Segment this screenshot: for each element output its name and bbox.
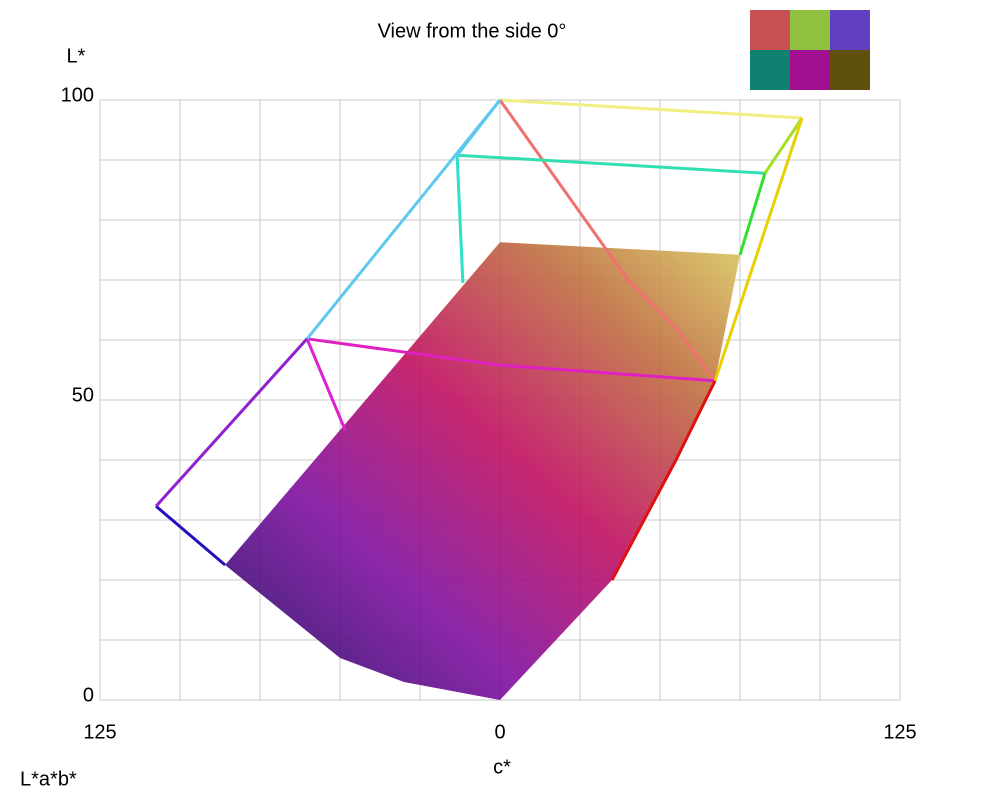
thumbnail (750, 10, 870, 90)
thumb-cell (830, 10, 870, 50)
plot (154, 98, 804, 700)
x-tick-label: 125 (883, 721, 916, 743)
gamut-edge (305, 338, 347, 431)
thumb-cell (790, 50, 830, 90)
y-tick-label: 0 (83, 684, 94, 706)
gamut-edge (763, 117, 804, 175)
gamut-edge (610, 380, 717, 581)
gamut-edge (455, 155, 465, 284)
thumb-cell (790, 10, 830, 50)
gamut-edge (305, 99, 502, 340)
corner-label: L*a*b* (20, 768, 77, 790)
x-tick-label: 0 (494, 721, 505, 743)
thumb-cell (830, 50, 870, 90)
y-tick-label: 50 (72, 384, 94, 406)
chart-title: View from the side 0° (378, 20, 567, 42)
thumb-cell (750, 10, 790, 50)
gamut-edge (306, 337, 716, 383)
gamut-surface (225, 242, 740, 700)
gamut-edge (738, 172, 767, 256)
x-axis-label: c* (493, 756, 511, 778)
gamut-edge (457, 153, 766, 175)
gamut-edge (154, 337, 309, 508)
gamut-edge (499, 98, 803, 120)
gamut-edge (155, 505, 227, 567)
y-axis-label: L* (67, 45, 86, 67)
thumb-cell (750, 50, 790, 90)
y-tick-label: 100 (61, 84, 94, 106)
gamut-edge (713, 117, 804, 382)
x-tick-label: 125 (83, 721, 116, 743)
